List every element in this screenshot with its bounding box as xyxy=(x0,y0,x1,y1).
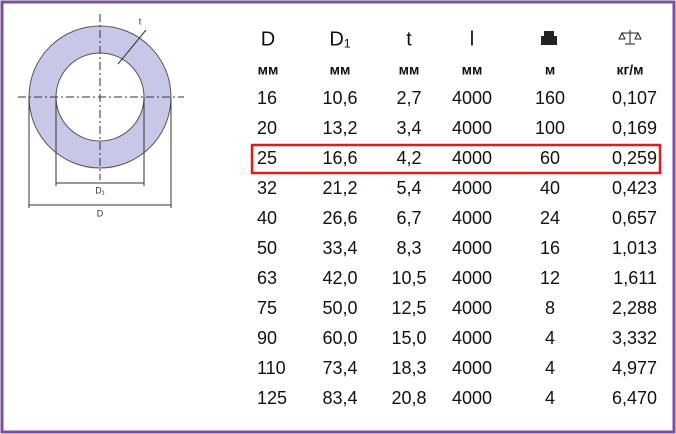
table-cell: 0,657 xyxy=(612,208,657,228)
table-cell: 4000 xyxy=(452,328,492,348)
table-cell: 0,107 xyxy=(612,88,657,108)
table-cell: 20,8 xyxy=(391,388,426,408)
column-header: D₁ xyxy=(329,28,350,50)
table-cell: 3,4 xyxy=(396,118,421,138)
table-cell: 16 xyxy=(257,88,277,108)
table-cell: 4000 xyxy=(452,358,492,378)
table-cell: 4000 xyxy=(452,208,492,228)
table-cell: 60,0 xyxy=(322,328,357,348)
table-cell: 60 xyxy=(540,148,560,168)
table-cell: 5,4 xyxy=(396,178,421,198)
d-label: D xyxy=(97,208,104,218)
icon xyxy=(541,36,557,45)
table-cell: 50 xyxy=(257,238,277,258)
table-cell: 2,288 xyxy=(612,298,657,318)
table-cell: 75 xyxy=(257,298,277,318)
table-cell: 4000 xyxy=(452,88,492,108)
table-cell: 4000 xyxy=(452,178,492,198)
highlight-box xyxy=(250,143,662,175)
table-cell: 4000 xyxy=(452,388,492,408)
table-cell: 26,6 xyxy=(322,208,357,228)
table-cell: 4000 xyxy=(452,148,492,168)
unit-label: мм xyxy=(330,62,351,78)
table-cell: 24 xyxy=(540,208,560,228)
table-cell: 1,611 xyxy=(613,268,657,288)
icon xyxy=(618,31,642,40)
table-cell: 110 xyxy=(257,358,286,378)
table-cell: 125 xyxy=(257,388,287,408)
table-cell: 15,0 xyxy=(391,328,426,348)
table-cell: 16 xyxy=(540,238,560,258)
table-cell: 100 xyxy=(535,118,565,138)
d1-label: D₁ xyxy=(95,185,105,195)
table-cell: 0,423 xyxy=(612,178,657,198)
table-cell: 1,013 xyxy=(612,238,657,258)
table-cell: 50,0 xyxy=(322,298,357,318)
table-cell: 40 xyxy=(540,178,560,198)
package-icon xyxy=(541,31,557,45)
table-cell: 8 xyxy=(545,298,555,318)
table-cell: 40 xyxy=(257,208,277,228)
column-header: t xyxy=(406,28,412,50)
table-cell: 0,259 xyxy=(612,148,657,168)
table-cell: 4000 xyxy=(452,298,492,318)
pipe-diagram: D₁ D t xyxy=(18,14,184,218)
table-cell: 6,470 xyxy=(612,388,657,408)
table-cell: 3,332 xyxy=(612,328,657,348)
table-cell: 16,6 xyxy=(322,148,357,168)
unit-label: мм xyxy=(462,62,483,78)
table-cell: 4 xyxy=(545,388,555,408)
table-cell: 4000 xyxy=(452,268,492,288)
thickness-line xyxy=(117,29,147,65)
table-cell: 0,169 xyxy=(612,118,657,138)
table-cell: 83,4 xyxy=(322,388,357,408)
table-cell: 160 xyxy=(535,88,565,108)
table-cell: 10,6 xyxy=(322,88,357,108)
table-cell: 4000 xyxy=(452,238,492,258)
table-cell: 20 xyxy=(257,118,277,138)
table-cell: 18,3 xyxy=(391,358,426,378)
table-cell: 32 xyxy=(257,178,277,198)
table-cell: 25 xyxy=(257,148,277,168)
table-cell: 73,4 xyxy=(322,358,357,378)
table-cell: 63 xyxy=(257,268,277,288)
table-cell: 21,2 xyxy=(322,178,357,198)
table-cell: 10,5 xyxy=(391,268,426,288)
unit-label: м xyxy=(545,62,555,78)
table-cell: 42,0 xyxy=(322,268,357,288)
t-label: t xyxy=(139,16,142,26)
table-cell: 8,3 xyxy=(396,238,421,258)
scale-icon xyxy=(618,30,642,45)
table-cell: 13,2 xyxy=(322,118,357,138)
icon xyxy=(544,31,554,36)
table-cell: 12 xyxy=(540,268,560,288)
table-cell: 90 xyxy=(257,328,277,348)
column-header: D xyxy=(261,28,275,50)
table-cell: 6,7 xyxy=(396,208,421,228)
table-cell: 4000 xyxy=(452,118,492,138)
table-cell: 33,4 xyxy=(322,238,357,258)
unit-label: мм xyxy=(399,62,420,78)
table-cell: 4,977 xyxy=(612,358,657,378)
table-cell: 2,7 xyxy=(396,88,421,108)
unit-label: кг/м xyxy=(616,62,643,78)
table-cell: 4 xyxy=(545,358,555,378)
table-cell: 12,5 xyxy=(391,298,426,318)
column-header: l xyxy=(470,28,474,50)
unit-label: мм xyxy=(258,62,279,78)
table-cell: 4,2 xyxy=(396,148,421,168)
table-cell: 4 xyxy=(545,328,555,348)
